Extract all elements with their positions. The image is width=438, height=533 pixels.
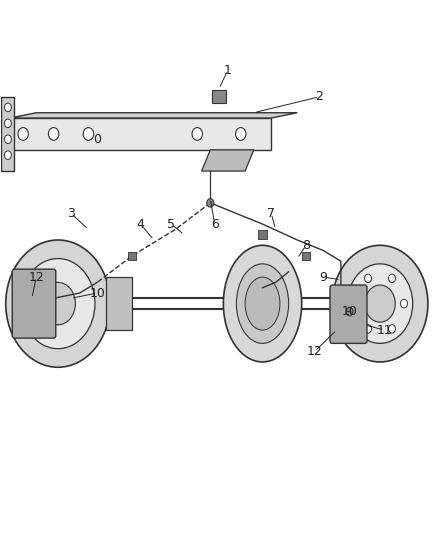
Circle shape: [389, 325, 396, 333]
Bar: [127, 252, 136, 260]
FancyBboxPatch shape: [330, 285, 367, 343]
Text: 12: 12: [307, 345, 323, 358]
Circle shape: [364, 274, 371, 282]
Circle shape: [4, 151, 11, 159]
Polygon shape: [1, 97, 14, 171]
Polygon shape: [10, 118, 271, 150]
FancyBboxPatch shape: [12, 269, 56, 338]
Circle shape: [347, 264, 413, 343]
Bar: [212, 90, 226, 103]
Circle shape: [21, 259, 95, 349]
Polygon shape: [10, 113, 297, 118]
Polygon shape: [201, 150, 254, 171]
Ellipse shape: [223, 245, 302, 362]
Ellipse shape: [245, 277, 280, 330]
Bar: [302, 252, 311, 260]
Circle shape: [41, 282, 75, 325]
Text: 11: 11: [377, 324, 392, 337]
Circle shape: [332, 245, 428, 362]
Text: 8: 8: [302, 239, 310, 252]
Circle shape: [83, 127, 94, 140]
Text: 5: 5: [167, 217, 175, 231]
Text: 10: 10: [342, 305, 357, 318]
Circle shape: [4, 103, 11, 112]
Text: 6: 6: [211, 217, 219, 231]
Circle shape: [18, 127, 28, 140]
Text: 4: 4: [137, 217, 145, 231]
Polygon shape: [106, 277, 132, 330]
Circle shape: [353, 300, 360, 308]
Text: 2: 2: [315, 90, 323, 103]
Ellipse shape: [237, 264, 289, 343]
Text: 1: 1: [224, 64, 232, 77]
Circle shape: [346, 308, 353, 316]
Circle shape: [365, 285, 395, 322]
Text: 12: 12: [28, 271, 44, 284]
Circle shape: [364, 325, 371, 333]
Bar: [258, 230, 267, 239]
Circle shape: [6, 240, 110, 367]
Circle shape: [192, 127, 202, 140]
Text: 9: 9: [319, 271, 327, 284]
Circle shape: [4, 135, 11, 143]
Text: 10: 10: [89, 287, 105, 300]
Circle shape: [207, 199, 214, 207]
Circle shape: [48, 127, 59, 140]
Text: 0: 0: [93, 133, 101, 146]
Text: 7: 7: [267, 207, 275, 220]
Circle shape: [4, 119, 11, 127]
Circle shape: [236, 127, 246, 140]
Circle shape: [400, 300, 407, 308]
Text: 3: 3: [67, 207, 75, 220]
Circle shape: [389, 274, 396, 282]
